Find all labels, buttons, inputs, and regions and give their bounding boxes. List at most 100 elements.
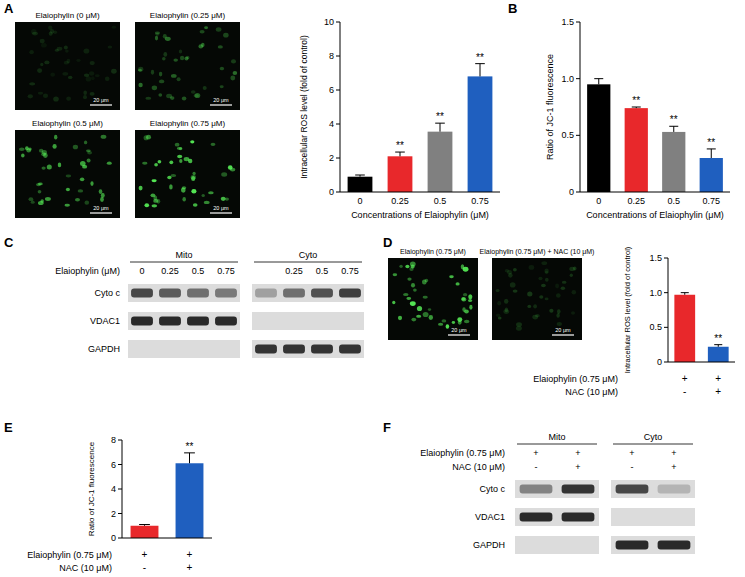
cell xyxy=(146,135,151,140)
cell xyxy=(166,94,172,98)
micrograph-background xyxy=(135,130,240,218)
cell xyxy=(541,284,546,288)
error-bar xyxy=(184,453,195,463)
band xyxy=(283,317,305,326)
cell xyxy=(108,45,113,48)
cell xyxy=(545,271,549,274)
cell xyxy=(516,326,522,331)
cell xyxy=(170,174,176,177)
error-bar xyxy=(714,345,722,347)
cell xyxy=(496,289,500,292)
y-axis-label: Ratio of JC-1 fluorescence xyxy=(87,441,96,536)
scale-bar-label: 20 μm xyxy=(213,205,229,211)
cell xyxy=(216,27,222,32)
cell xyxy=(468,299,472,302)
band xyxy=(658,485,691,494)
condition-value: 0 xyxy=(139,266,144,276)
scale-bar-label: 20 μm xyxy=(451,327,467,333)
cell xyxy=(497,301,501,305)
cell xyxy=(201,194,204,197)
cell xyxy=(529,265,535,270)
condition-value: 0.75 xyxy=(217,266,235,276)
treatment-sign: + xyxy=(715,386,721,397)
cell xyxy=(86,149,91,152)
cell xyxy=(163,52,167,57)
cell xyxy=(107,162,112,165)
cell xyxy=(191,90,196,93)
cell xyxy=(163,34,167,38)
cell xyxy=(557,309,561,314)
cell xyxy=(152,179,157,182)
cell xyxy=(50,73,55,77)
micrograph-background xyxy=(388,258,478,340)
cell xyxy=(155,32,160,35)
band-label: GAPDH xyxy=(473,540,505,550)
x-tick-label: 0.75 xyxy=(471,196,489,206)
cell xyxy=(62,72,68,76)
cell xyxy=(43,93,48,97)
bar xyxy=(700,158,723,192)
y-tick-label: 0.5 xyxy=(561,130,574,140)
band xyxy=(187,317,209,326)
cell xyxy=(167,176,171,179)
y-tick-label: 10 xyxy=(324,17,334,27)
group-underline xyxy=(613,444,693,445)
y-tick-label: 4 xyxy=(111,484,116,494)
y-tick-label: 8 xyxy=(329,51,334,61)
cell xyxy=(80,177,84,181)
cell xyxy=(52,144,56,149)
cell xyxy=(138,67,143,72)
micrograph xyxy=(15,22,120,110)
band-label: Cyto c xyxy=(94,288,120,298)
cell xyxy=(40,199,43,203)
y-tick-label: 0 xyxy=(657,357,662,367)
cell xyxy=(223,33,228,38)
y-tick xyxy=(118,440,122,441)
error-bar xyxy=(669,126,678,132)
cell xyxy=(55,49,59,52)
cell xyxy=(54,135,57,140)
band xyxy=(339,289,361,298)
micrograph-background xyxy=(135,22,240,110)
cell xyxy=(151,70,154,75)
band xyxy=(255,317,277,326)
blot-membrane xyxy=(515,480,599,498)
band-label: VDAC1 xyxy=(475,512,505,522)
panel-letter: F xyxy=(383,420,391,435)
error-line xyxy=(480,64,481,77)
y-tick-label: 1.0 xyxy=(649,288,662,298)
cell xyxy=(175,143,180,147)
cell xyxy=(90,181,93,186)
micrograph xyxy=(135,22,240,110)
micrograph-background xyxy=(492,258,582,340)
cell xyxy=(154,163,158,167)
condition-value: 0.5 xyxy=(316,266,329,276)
cell xyxy=(40,39,45,44)
cell xyxy=(413,289,417,292)
condition-value: + xyxy=(671,448,676,458)
cell xyxy=(76,59,80,62)
y-tick-label: 0 xyxy=(111,533,116,543)
band xyxy=(562,513,595,522)
band xyxy=(283,289,305,298)
panel-letter: E xyxy=(4,420,13,435)
error-bar xyxy=(435,123,445,131)
micrograph-background xyxy=(15,22,120,110)
x-axis-label: Concentrations of Elaiophylin (μM) xyxy=(351,210,489,220)
band-label: Cyto c xyxy=(479,484,505,494)
cell xyxy=(64,204,69,207)
band xyxy=(562,541,595,550)
y-tick-label: 4 xyxy=(329,119,334,129)
cell xyxy=(392,301,395,304)
error-cap xyxy=(669,126,678,127)
y-tick-label: 1.0 xyxy=(561,74,574,84)
cell xyxy=(195,93,201,98)
micrograph-label: Elaiophylin (0 μM) xyxy=(35,11,100,20)
cell xyxy=(84,140,87,144)
cell xyxy=(87,158,91,162)
cell xyxy=(513,268,517,272)
cell xyxy=(180,56,184,61)
scale-bar xyxy=(448,334,470,335)
scale-bar xyxy=(210,212,232,213)
bar xyxy=(348,177,373,192)
